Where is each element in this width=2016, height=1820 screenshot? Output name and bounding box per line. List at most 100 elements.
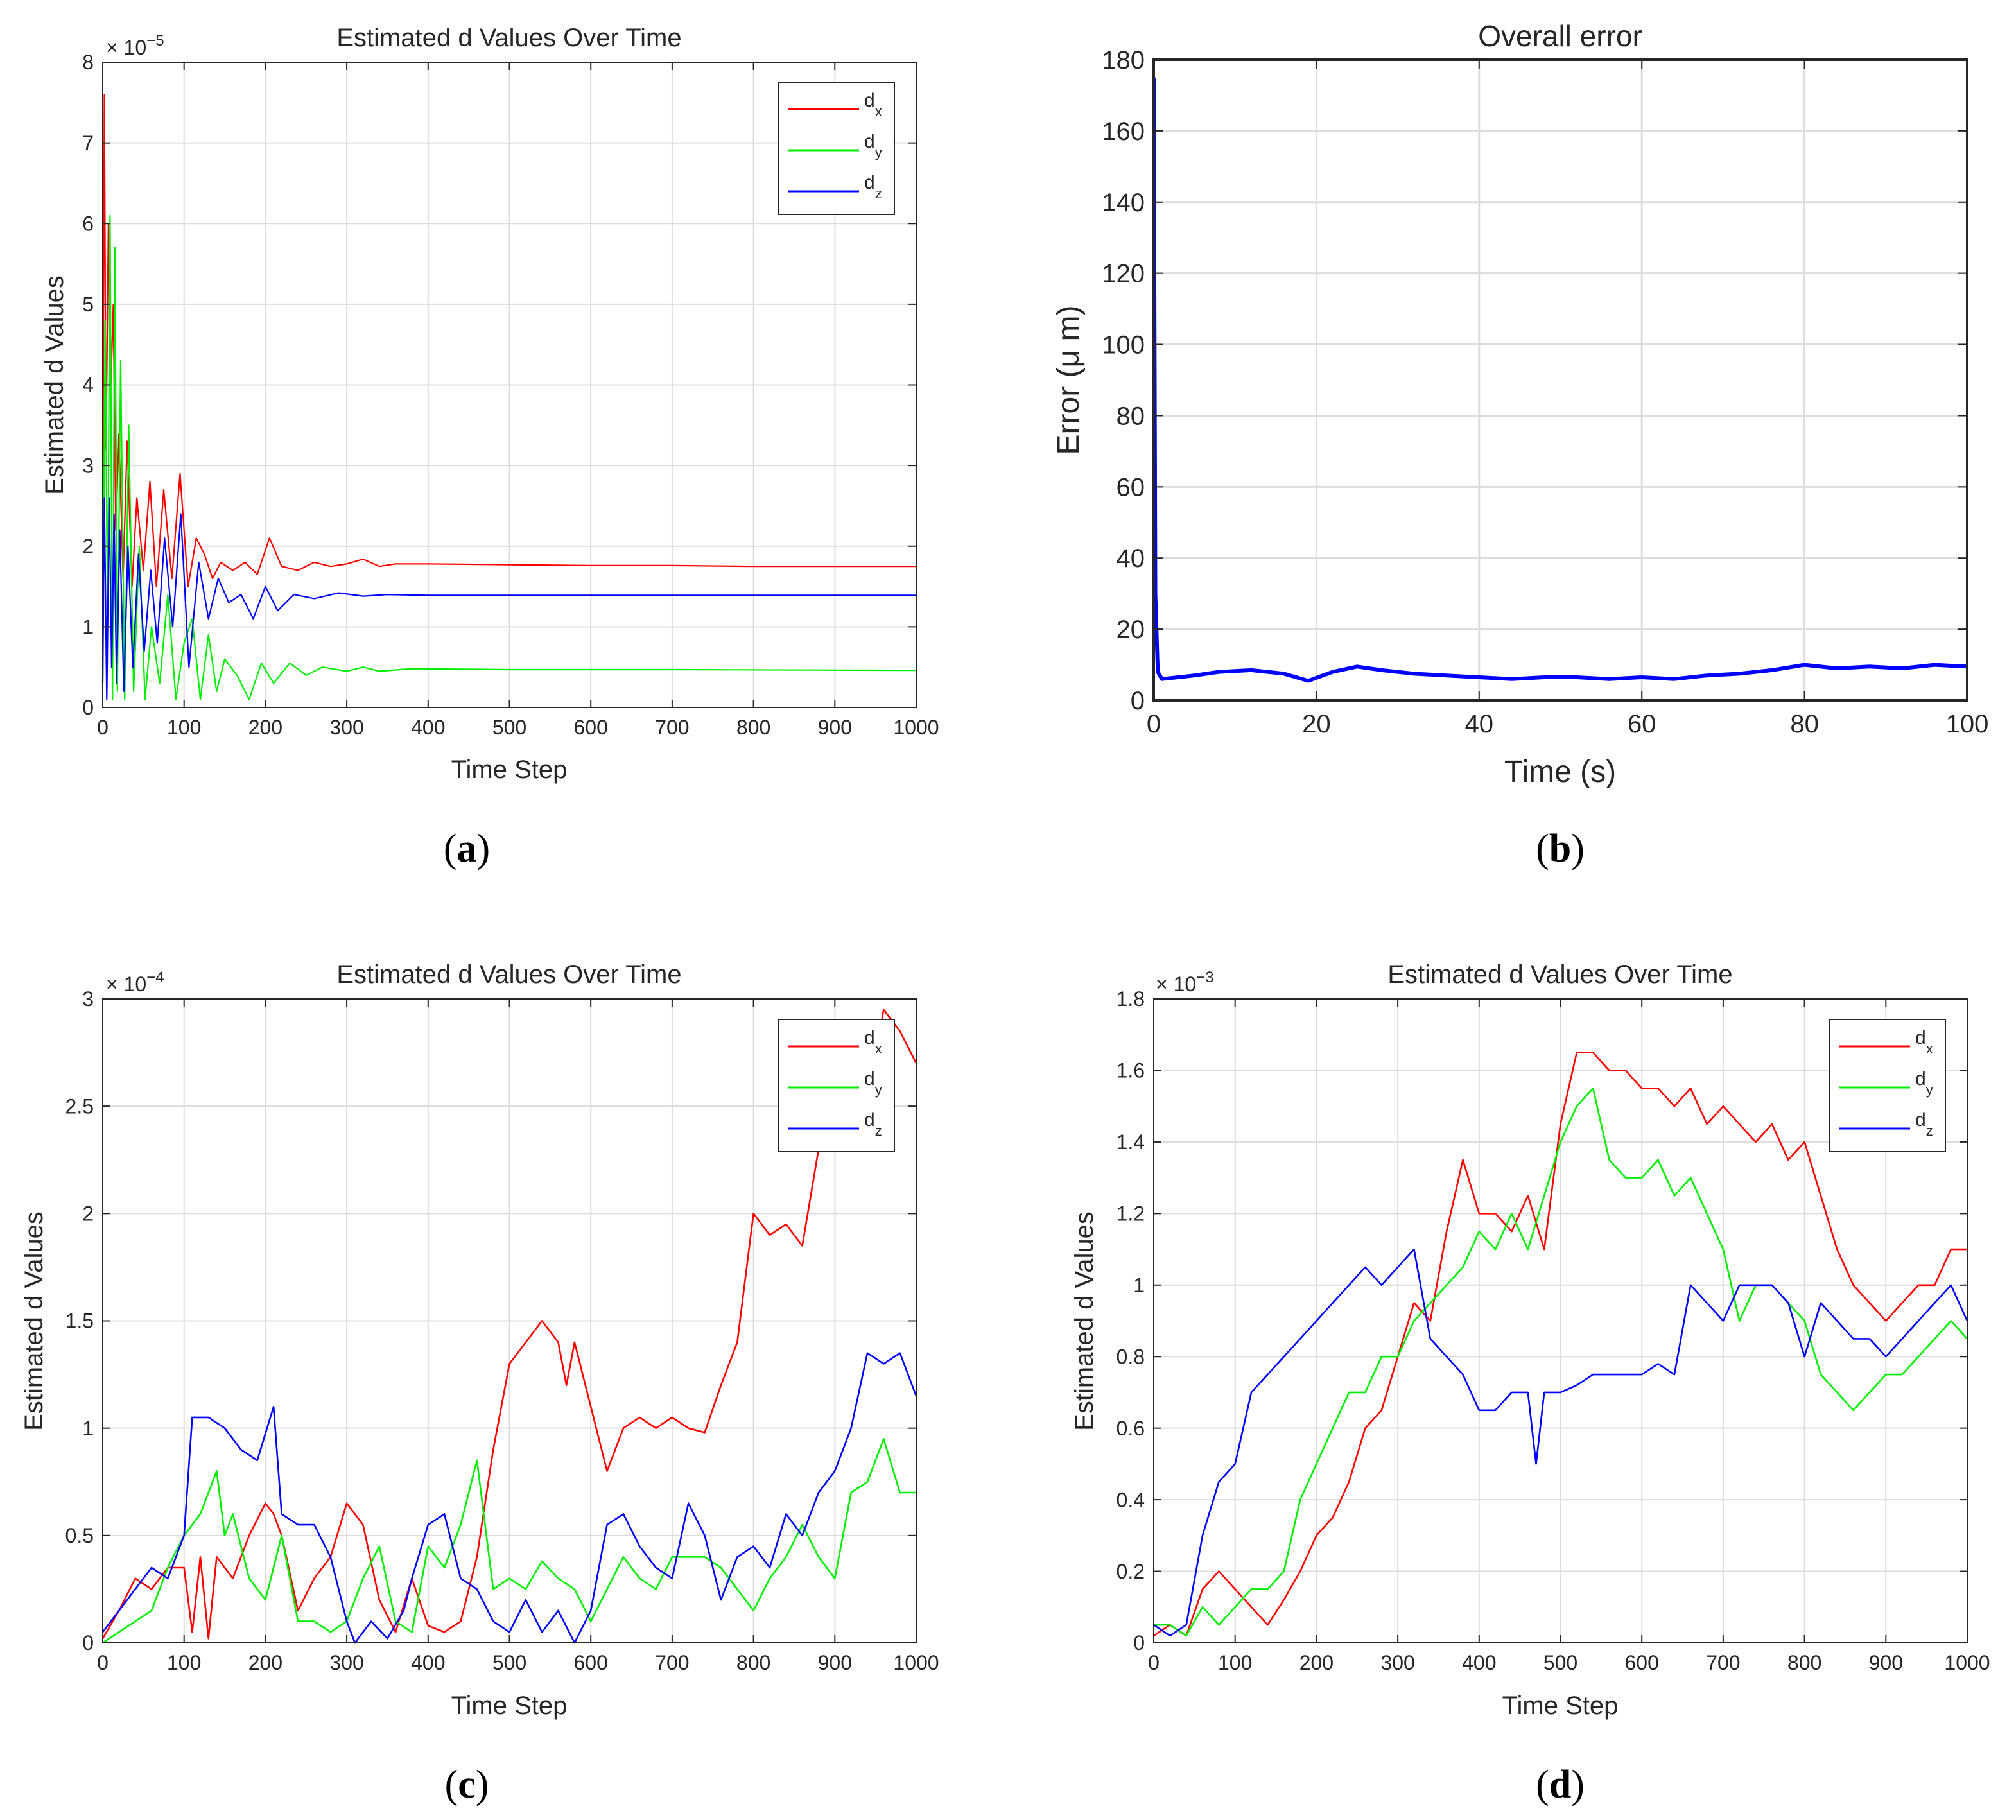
panel-a-ytick-label: 3 <box>82 454 94 477</box>
panel-c-exponent: × 10−4 <box>106 969 164 996</box>
panel-d-ytick-label: 1.4 <box>1117 1131 1145 1154</box>
panel-d-legend-dx-base: d <box>1915 1027 1926 1048</box>
panel-d-legend-dx-sub: x <box>1926 1041 1933 1057</box>
panel-c-ytick-label: 0 <box>82 1631 94 1654</box>
panel-a-legend-dx-base: d <box>864 90 875 111</box>
panel-c-xtick-label: 300 <box>329 1651 363 1674</box>
panel-d-series-dx <box>1153 1052 1967 1637</box>
panel-c-xlabel: Time Step <box>451 1692 568 1720</box>
panel-c-legend-dx-base: d <box>864 1027 875 1048</box>
panel-d-legend-dz-sub: z <box>1926 1123 1933 1139</box>
panel-b-ticks: 0 20 40 60 80 100 0 20 40 60 80 100 120 140 160 180 <box>1102 46 1988 738</box>
panel-c-series-dy <box>102 1438 916 1644</box>
panel-d-legend: dx dy d z <box>1829 1019 1946 1152</box>
panel-a-ytick-label: 6 <box>82 212 94 235</box>
panel-d-ticks: 0 100 200 300 400 500 600 700 800 900 1000 0 0.2 0.4 0… <box>1117 987 1990 1674</box>
panel-a-xtick-label: 100 <box>167 716 201 739</box>
panel-d-exponent-power: −3 <box>1196 969 1213 986</box>
panel-a-exponent-base: × 10 <box>106 36 146 59</box>
panel-d-exponent-base: × 10 <box>1156 973 1196 996</box>
panel-d-series-dz <box>1153 1248 1968 1637</box>
panel-d-xlabel: Time Step <box>1502 1692 1619 1720</box>
panel-b-title: Overall error <box>1478 19 1642 53</box>
panel-a-series-dx <box>101 94 916 587</box>
panel-d-ytick-label: 0.2 <box>1117 1560 1145 1583</box>
panel-b-grid <box>1154 60 1967 700</box>
panel-c-ytick-label: 1.5 <box>65 1310 94 1333</box>
panel-c-xtick-label: 600 <box>574 1651 608 1674</box>
panel-d-ytick-label: 1 <box>1133 1274 1145 1297</box>
panel-b-axes-box <box>1152 58 1968 702</box>
panel-a-exponent-power: −5 <box>146 32 164 49</box>
panel-b-xtick-label: 0 <box>1147 710 1161 738</box>
panel-c-legend: dx dy dz <box>778 1019 895 1152</box>
panel-c-series-dz <box>101 1352 917 1644</box>
panel-c-legend-dz-sub: z <box>875 1123 882 1139</box>
panel-c-legend-label-dx: dx <box>864 1027 882 1057</box>
panel-d-xtick-label: 0 <box>1148 1651 1160 1674</box>
panel-b-ytick-label: 60 <box>1117 473 1145 501</box>
panel-a-exponent: × 10−5 <box>106 32 164 59</box>
panel-a-xtick-label: 800 <box>736 716 770 739</box>
panel-c: 0 100 200 300 400 500 600 700 800 900 1000 0 0.5 1 1.5… <box>20 960 939 1807</box>
panel-c-series <box>101 1009 917 1644</box>
panel-d-title: Estimated d Values Over Time <box>1387 960 1732 989</box>
panel-c-xtick-label: 500 <box>492 1651 526 1674</box>
panel-d-xtick-label: 800 <box>1787 1651 1821 1674</box>
panel-a-caption: (a) <box>444 827 490 871</box>
panel-d-xtick-label: 200 <box>1299 1651 1334 1674</box>
panel-d-ytick-label: 1.8 <box>1117 987 1145 1010</box>
panel-c-title: Estimated d Values Over Time <box>336 960 681 989</box>
panel-c-legend-dy-sub: y <box>875 1082 882 1098</box>
panel-c-legend-dy-base: d <box>864 1068 875 1089</box>
panel-a-legend-dz-sub: z <box>875 186 882 202</box>
panel-a-ytick-label: 8 <box>82 51 94 74</box>
panel-d-legend-dy-base: d <box>1915 1068 1926 1089</box>
panel-c-xtick-label: 100 <box>167 1651 201 1674</box>
panel-a-xtick-label: 0 <box>97 716 109 739</box>
panel-c-ticks: 0 100 200 300 400 500 600 700 800 900 1000 0 0.5 1 1.5… <box>65 987 939 1674</box>
panel-c-ytick-label: 3 <box>82 987 94 1010</box>
panel-d-ytick-label: 0 <box>1133 1631 1145 1654</box>
panel-d-legend-box <box>1829 1019 1946 1152</box>
panel-a-series <box>101 94 917 700</box>
panel-b-xtick-label: 80 <box>1790 710 1819 738</box>
panel-b-ytick-label: 180 <box>1102 46 1145 74</box>
panel-d-xtick-label: 500 <box>1543 1651 1577 1674</box>
panel-a-xtick-label: 900 <box>818 716 852 739</box>
panel-a-ytick-label: 7 <box>82 132 94 155</box>
panel-a-legend-label-dz: dz <box>864 172 882 202</box>
panel-a-ytick-label: 5 <box>82 293 94 316</box>
panel-d-legend-label-dy: dy <box>1915 1068 1933 1098</box>
panel-b-xtick-label: 100 <box>1946 710 1989 738</box>
panel-a-ytick-label: 2 <box>82 535 94 558</box>
panel-d-ytick-label: 0.8 <box>1117 1345 1145 1368</box>
panel-a: 0 100 200 300 400 500 600 700 800 900 1000 0 1 2 3 4 5 6 7… <box>40 24 939 871</box>
panel-d: 0 100 200 300 400 500 600 700 800 900 1000 0 0.2 0.4 0… <box>1070 960 1990 1807</box>
panel-a-ytick-label: 1 <box>82 616 94 639</box>
panel-a-series-dy <box>101 214 917 700</box>
panel-b-xtick-label: 60 <box>1628 710 1656 738</box>
panel-b-ytick-label: 80 <box>1117 402 1145 430</box>
panel-c-xtick-label: 800 <box>736 1651 770 1674</box>
panel-b-ytick-label: 120 <box>1102 260 1145 288</box>
panel-a-xtick-label: 400 <box>411 716 445 739</box>
panel-a-legend-dy-base: d <box>864 131 875 152</box>
panel-a-legend-dz-base: d <box>864 172 875 193</box>
panel-c-xtick-label: 700 <box>655 1651 689 1674</box>
panel-d-xtick-label: 100 <box>1218 1651 1252 1674</box>
panel-c-xtick-label: 900 <box>818 1651 852 1674</box>
panel-c-legend-dz-base: d <box>864 1109 875 1131</box>
panel-d-legend-dy-sub: y <box>1926 1082 1933 1098</box>
panel-d-xtick-label: 700 <box>1706 1651 1740 1674</box>
panel-a-ylabel: Estimated d Values <box>40 275 69 495</box>
panel-b-ylabel: Error (μ m) <box>1052 306 1086 455</box>
panel-d-ylabel: Estimated d Values <box>1070 1211 1099 1431</box>
panel-a-ytick-label: 4 <box>82 374 94 397</box>
panel-b-xlabel: Time (s) <box>1504 755 1616 789</box>
panel-a-legend: dx dy dz <box>778 82 895 215</box>
panel-c-xtick-label: 400 <box>411 1651 445 1674</box>
panel-b-ytick-label: 0 <box>1131 687 1145 715</box>
panel-a-xtick-label: 300 <box>329 716 363 739</box>
